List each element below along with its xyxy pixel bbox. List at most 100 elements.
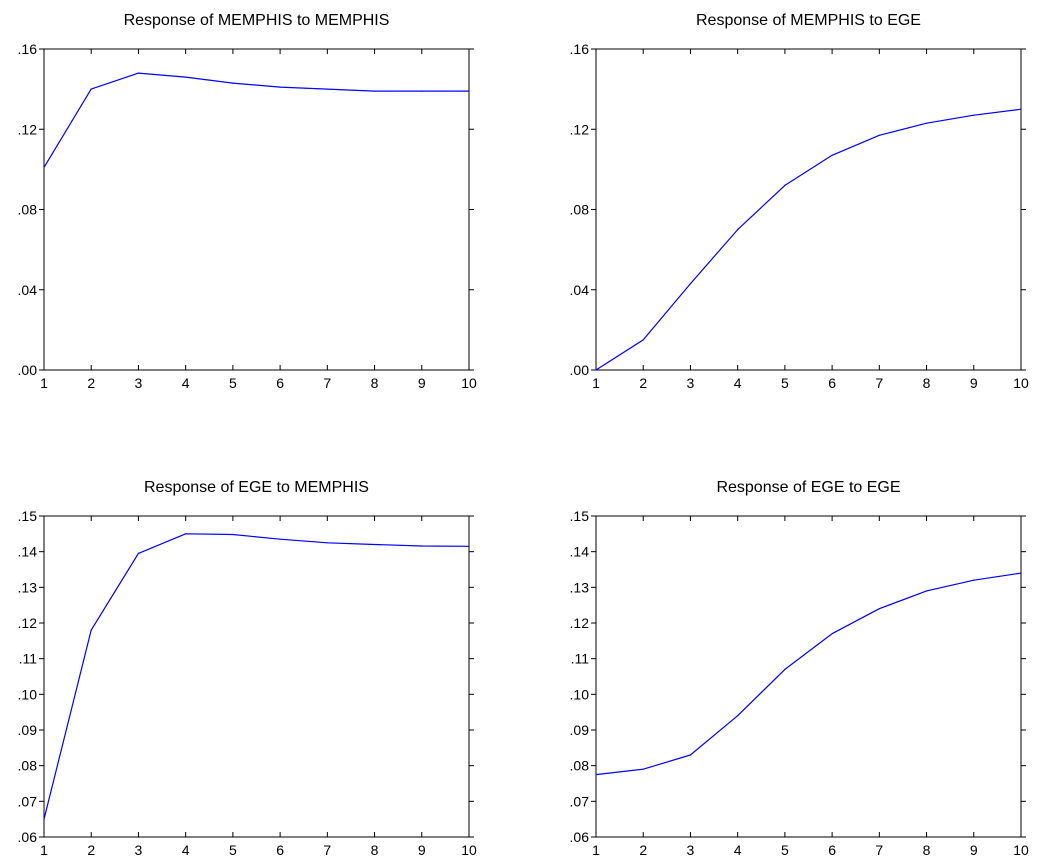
data-point [595, 369, 597, 371]
y-tick-label: .00 [18, 362, 38, 378]
data-point [784, 184, 786, 186]
y-tick-label: .14 [18, 544, 38, 560]
y-tick-label: .13 [18, 579, 38, 595]
data-point [326, 88, 328, 90]
y-tick-label: .12 [570, 615, 590, 631]
x-tick-label: 9 [418, 842, 426, 858]
data-point [279, 538, 281, 540]
chart-panel-2: Response of MEMPHIS to EGE .00 .04 .08 .12 .1… [570, 12, 1029, 391]
x-tick-label: 2 [639, 375, 647, 391]
x-tick-label: 6 [276, 375, 284, 391]
y-tick-label: .04 [18, 282, 38, 298]
x-tick-label: 7 [875, 842, 883, 858]
y-tick-label: .04 [570, 282, 590, 298]
x-tick-label: 4 [734, 375, 742, 391]
data-point [374, 543, 376, 546]
series-line [43, 533, 470, 820]
chart-title: Response of EGE to MEMPHIS [144, 479, 369, 496]
data-point [737, 229, 739, 231]
x-tick-label: 8 [371, 842, 379, 858]
data-point [689, 283, 692, 285]
series-line [595, 108, 1022, 371]
chart-title: Response of MEMPHIS to MEMPHIS [124, 12, 390, 29]
x-tick-label: 9 [418, 375, 426, 391]
x-tick-label: 9 [970, 375, 978, 391]
data-point [926, 122, 928, 124]
data-point [185, 533, 187, 535]
x-tick-label: 1 [40, 842, 48, 858]
data-point [468, 90, 470, 92]
y-tick-label: .16 [570, 41, 590, 57]
y-tick-label: .08 [570, 758, 590, 774]
chart-panel-4: Response of EGE to EGE .06 .07 .08 .09 .10 .11… [570, 479, 1029, 858]
data-point [831, 154, 833, 156]
data-point [689, 754, 692, 756]
x-tick-label: 8 [923, 375, 931, 391]
data-point [232, 533, 234, 536]
y-tick-label: .16 [18, 41, 38, 57]
data-point [642, 768, 644, 770]
plot-frame [595, 515, 1022, 838]
x-tick-label: 3 [687, 842, 695, 858]
x-tick-label: 10 [461, 375, 477, 391]
chart-title: Response of EGE to EGE [716, 479, 900, 496]
x-tick-label: 3 [687, 375, 695, 391]
x-tick-label: 1 [592, 375, 600, 391]
x-tick-label: 4 [734, 842, 742, 858]
data-point [137, 72, 139, 74]
x-tick-label: 8 [923, 842, 931, 858]
data-point [973, 579, 975, 581]
y-tick-label: .08 [18, 202, 38, 218]
chart-title: Response of MEMPHIS to EGE [696, 12, 921, 29]
data-point [878, 608, 880, 610]
data-point [1020, 572, 1022, 574]
data-point [185, 76, 187, 78]
data-point [43, 166, 45, 168]
x-tick-label: 9 [970, 842, 978, 858]
data-point [90, 88, 92, 90]
plot-frame [43, 48, 470, 371]
x-tick-label: 1 [40, 375, 48, 391]
x-tick-label: 3 [135, 842, 143, 858]
x-tick-label: 5 [781, 375, 789, 391]
y-tick-label: .00 [570, 362, 590, 378]
x-tick-label: 6 [828, 842, 836, 858]
data-point [831, 633, 833, 635]
data-point [642, 339, 644, 341]
y-tick-label: .12 [570, 121, 590, 137]
data-point [374, 90, 376, 92]
data-point [973, 114, 975, 116]
x-tick-label: 7 [875, 375, 883, 391]
data-point [421, 545, 423, 547]
data-point [595, 774, 597, 776]
x-tick-label: 7 [323, 842, 331, 858]
x-tick-label: 2 [87, 375, 95, 391]
y-tick-label: .06 [570, 829, 590, 845]
x-tick-label: 4 [182, 375, 190, 391]
x-tick-label: 3 [135, 375, 143, 391]
chart-panel-1: Response of MEMPHIS to MEMPHIS .00 .04 .08.… [18, 12, 477, 391]
data-point [468, 545, 470, 547]
y-tick-label: .15 [570, 508, 590, 524]
y-tick-label: .08 [570, 202, 590, 218]
data-point [926, 590, 928, 592]
data-point [737, 715, 739, 717]
x-tick-label: 5 [229, 842, 237, 858]
x-tick-label: 5 [229, 375, 237, 391]
x-tick-label: 7 [323, 375, 331, 391]
y-tick-label: .12 [18, 121, 38, 137]
series-line [43, 72, 469, 168]
x-tick-label: 10 [1013, 375, 1029, 391]
x-tick-label: 4 [182, 842, 190, 858]
data-point [326, 542, 328, 544]
data-point [137, 552, 139, 555]
x-tick-label: 2 [639, 842, 647, 858]
y-tick-label: .07 [18, 793, 38, 809]
x-tick-label: 6 [276, 842, 284, 858]
x-tick-label: 1 [592, 842, 600, 858]
data-point [90, 629, 92, 631]
data-point [421, 90, 423, 92]
x-tick-label: 8 [371, 375, 379, 391]
y-tick-label: .09 [18, 722, 38, 738]
y-tick-label: .08 [18, 758, 38, 774]
